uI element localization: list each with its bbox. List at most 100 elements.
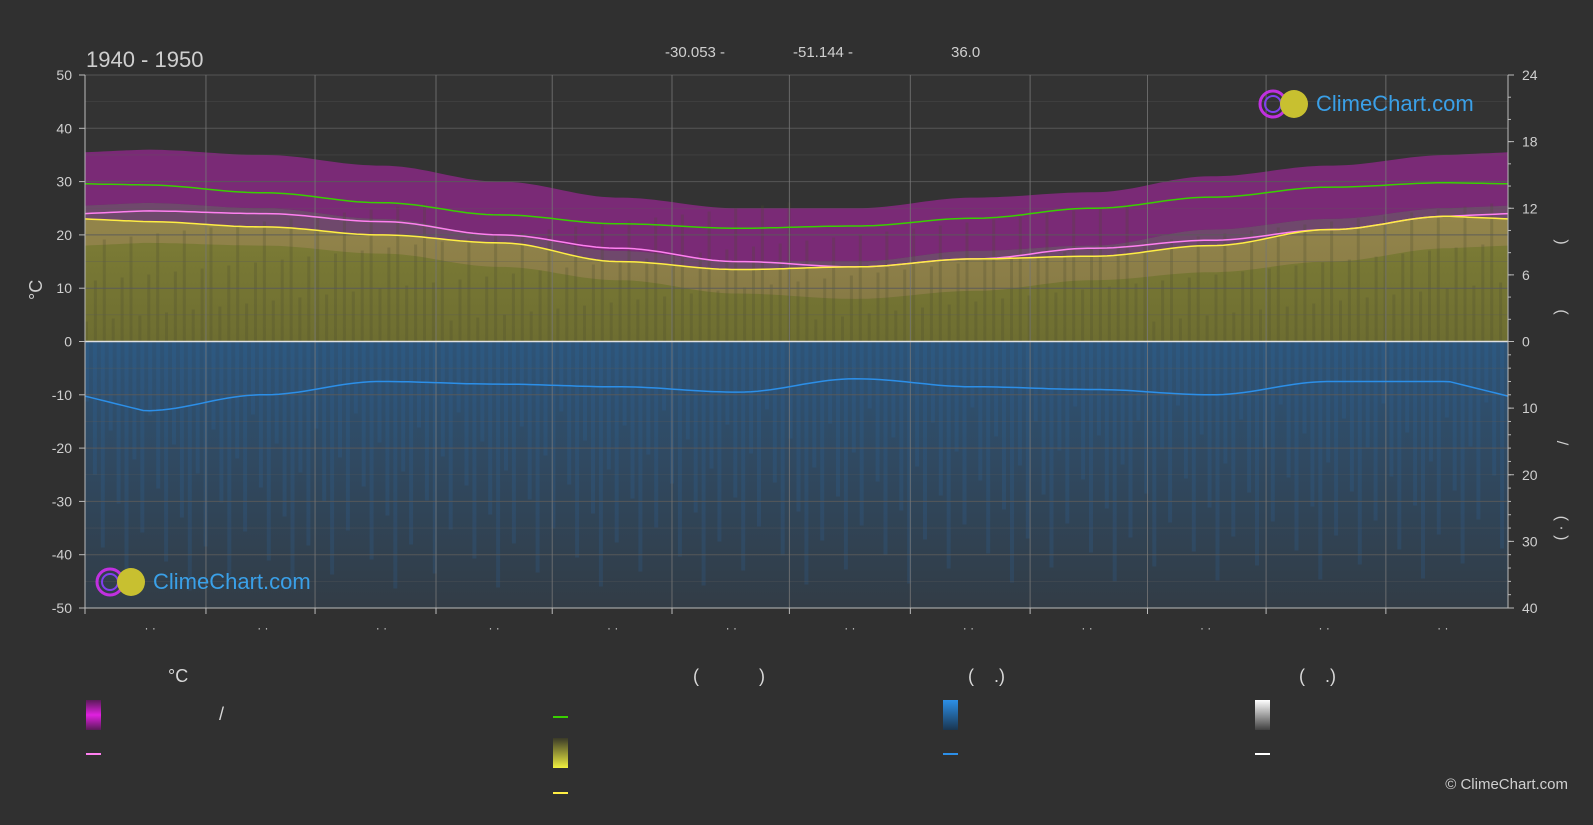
sunshine-bar [138,315,142,342]
sunshine-bar [1499,282,1503,342]
left-tick-label: 40 [56,120,72,136]
month-tick-label: · · [488,621,499,635]
precipitation-bar [409,341,414,545]
month-tick-label: · · [1200,621,1211,635]
precipitation-bar [543,341,548,456]
sunshine-bar [1267,268,1271,342]
sunshine-bar [85,321,88,342]
sunshine-bar [1392,294,1396,342]
sunshine-bar [734,208,738,342]
legend-maxtemp-swatch [86,700,101,730]
sunshine-bar [485,276,489,342]
precipitation-bar [614,341,619,543]
sunshine-bar [778,243,782,342]
precipitation-bar [488,341,493,515]
precipitation-bar [353,341,358,414]
precipitation-bar [946,341,951,569]
axes: 50 40 30 20 10 0 -10 -20 -30 -40 -50 24 18 12 6 0 10 20 30… [52,67,1570,635]
sunshine-bar [929,266,933,342]
precipitation-bar [1349,341,1354,492]
precipitation-bar [1231,341,1236,537]
sunshine-bar [636,299,640,342]
precipitation-bar [788,341,793,439]
legend-rain-swatch [943,700,958,730]
sunshine-bar [921,307,924,342]
sunshine-bar [1187,277,1191,342]
precipitation-bar [1247,341,1252,493]
precipitation-bar [638,341,643,572]
precipitation-bar [1500,341,1505,549]
precipitation-bar [1017,341,1022,466]
sunshine-bar [1303,224,1307,342]
sunshine-bar [236,224,240,342]
logo-icon [95,567,145,597]
precipitation-bar [156,341,161,489]
precipitation-bar [85,341,89,402]
sunshine-bar [841,316,844,342]
precipitation-bar [1468,341,1473,447]
precipitation-bar [1104,341,1109,509]
precipitation-bar [749,341,754,454]
precipitation-bar [1342,341,1346,419]
logo-text: ClimeChart.com [153,569,311,594]
precipitation-bar [330,341,335,575]
precipitation-bar [1215,341,1220,581]
sunshine-bar [423,203,426,342]
precipitation-bar [1176,341,1180,406]
precipitation-bar [1002,341,1006,510]
precipitation-bar [915,341,920,467]
sunshine-bar [618,261,622,342]
sunshine-bar [965,222,969,342]
precipitation-bar [480,341,485,442]
right-tick-label: 0 [1522,334,1530,350]
logo-text: ClimeChart.com [1316,91,1474,116]
precipitation-bar [583,341,587,441]
precipitation-line [84,378,1509,412]
sunshine-bar [1205,315,1209,342]
precipitation-bar [456,341,461,413]
sunshine-bar [796,281,800,342]
precipitation-bar [1152,341,1157,567]
sunshine-bar [405,285,409,342]
sunshine-bar [547,229,551,342]
precipitation-bar [598,341,603,587]
sunshine-bar [245,303,249,342]
left-tick-label: -30 [52,493,72,509]
precipitation-bar [132,341,137,460]
precipitation-bar [227,341,232,576]
sunshine-bar [1321,262,1325,342]
precipitation-bar [986,341,991,554]
sunshine-bar [1161,280,1165,342]
precipitation-bar [448,341,453,530]
precipitation-bar [361,341,366,487]
precipitation-bar [282,341,287,517]
precipitation-bar [298,341,303,473]
precipitation-bar [251,341,255,415]
sunshine-bar [1036,254,1040,342]
precipitation-bar [377,341,382,443]
precipitation-bar [1413,341,1418,506]
precipitation-bar [464,341,469,486]
precipitation-bar [306,341,311,546]
precipitation-bar [1120,341,1125,465]
legend-snow-swatch [1255,700,1270,730]
month-tick-label: · · [376,621,387,635]
precipitation-bar [1199,341,1204,435]
sunshine-bar [102,239,106,342]
precipitation-bar [535,341,540,573]
precipitation-bar [417,341,421,428]
precipitation-bar [148,341,153,416]
precipitation-bar [923,341,927,540]
precipitation-bar [235,341,240,459]
precipitation-bar [1112,341,1117,582]
precipitation-bar [1492,341,1497,476]
legend-header-sun: ( ) [693,666,765,686]
sunshine-bar [449,320,453,342]
precipitation-bar [1057,341,1062,451]
sunshine-bar [307,256,311,342]
precipitation-bar [970,341,975,408]
precipitation-bar [812,341,817,468]
precipitation-bar [606,341,611,470]
sunshine-bar [191,309,195,342]
sunshine-bar [520,232,524,342]
